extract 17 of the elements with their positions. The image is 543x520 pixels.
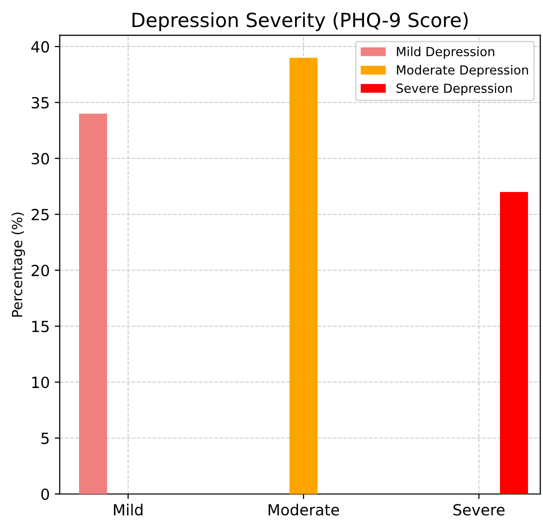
- y-tick-label: 30: [32, 152, 49, 164]
- chart-title: Depression Severity (PHQ-9 Score): [132, 12, 468, 32]
- x-tick-label: Mild: [114, 504, 142, 516]
- y-tick-label: 10: [32, 376, 49, 388]
- y-tick-label: 15: [32, 320, 49, 332]
- legend-label: Mild Depression: [396, 46, 494, 59]
- y-tick-label: 5: [41, 432, 49, 444]
- x-tick-label: Moderate: [268, 504, 340, 516]
- y-axis-title: Percentage (%): [12, 212, 26, 317]
- x-tick-label: Severe: [453, 504, 505, 516]
- legend-label: Severe Depression: [396, 83, 512, 96]
- y-tick-label: 25: [32, 208, 49, 220]
- y-tick-label: 20: [32, 264, 49, 276]
- y-tick-label: 35: [32, 96, 49, 108]
- y-tick-label: 40: [31, 41, 49, 53]
- y-tick-label: 0: [41, 488, 49, 500]
- legend-label: Moderate Depression: [396, 64, 528, 78]
